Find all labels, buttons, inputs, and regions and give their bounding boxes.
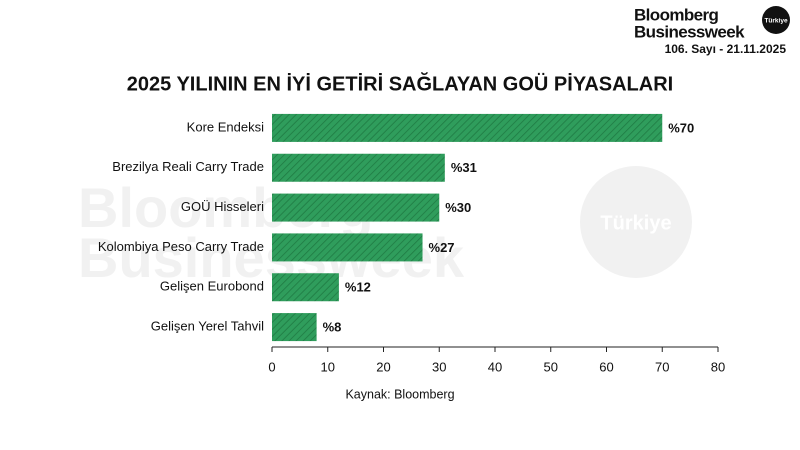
y-tick-label: Gelişen Eurobond xyxy=(160,279,264,294)
brand: Bloomberg xyxy=(634,5,719,24)
x-tick-label: 70 xyxy=(655,359,669,374)
y-tick-label: Kolombiya Peso Carry Trade xyxy=(98,239,264,254)
x-tick-label: 50 xyxy=(544,359,558,374)
x-tick-label: 20 xyxy=(376,359,390,374)
bar xyxy=(272,313,317,342)
watermark-badge: Türkiye xyxy=(600,212,671,234)
bar xyxy=(272,273,339,302)
x-tick-label: 40 xyxy=(488,359,502,374)
badge-text: Türkiye xyxy=(764,18,788,25)
value-label: %70 xyxy=(668,120,694,135)
value-label: %12 xyxy=(345,280,371,295)
y-tick-label: Brezilya Reali Carry Trade xyxy=(112,159,264,174)
x-tick-label: 60 xyxy=(599,359,613,374)
bar xyxy=(272,153,445,182)
header: Bloomberg Businessweek Türkiye 106. Sayı… xyxy=(634,5,790,56)
watermark: Bloomberg Businessweek Türkiye xyxy=(78,166,692,289)
x-tick-label: 80 xyxy=(711,359,725,374)
brand: Businessweek xyxy=(634,22,745,41)
value-label: %31 xyxy=(451,160,477,175)
issue: 106. Sayı - 21.11.2025 xyxy=(665,42,787,56)
chart-title: 2025 YILININ EN İYİ GETİRİ SAĞLAYAN GOÜ … xyxy=(127,71,673,95)
source: Kaynak: Bloomberg xyxy=(345,387,454,401)
value-label: %8 xyxy=(323,320,342,335)
x-tick-label: 0 xyxy=(268,359,275,374)
x-tick-label: 30 xyxy=(432,359,446,374)
badge xyxy=(762,6,790,34)
y-tick-label: GOÜ Hisseleri xyxy=(181,199,264,214)
y-tick-label: Kore Endeksi xyxy=(187,119,264,134)
value-label: %27 xyxy=(429,240,455,255)
x-tick-label: 10 xyxy=(321,359,335,374)
bar xyxy=(272,233,423,262)
watermark-circle xyxy=(580,166,692,278)
bar xyxy=(272,193,440,222)
value-label: %30 xyxy=(445,200,471,215)
y-tick-label: Gelişen Yerel Tahvil xyxy=(151,319,264,334)
bar xyxy=(272,113,663,142)
